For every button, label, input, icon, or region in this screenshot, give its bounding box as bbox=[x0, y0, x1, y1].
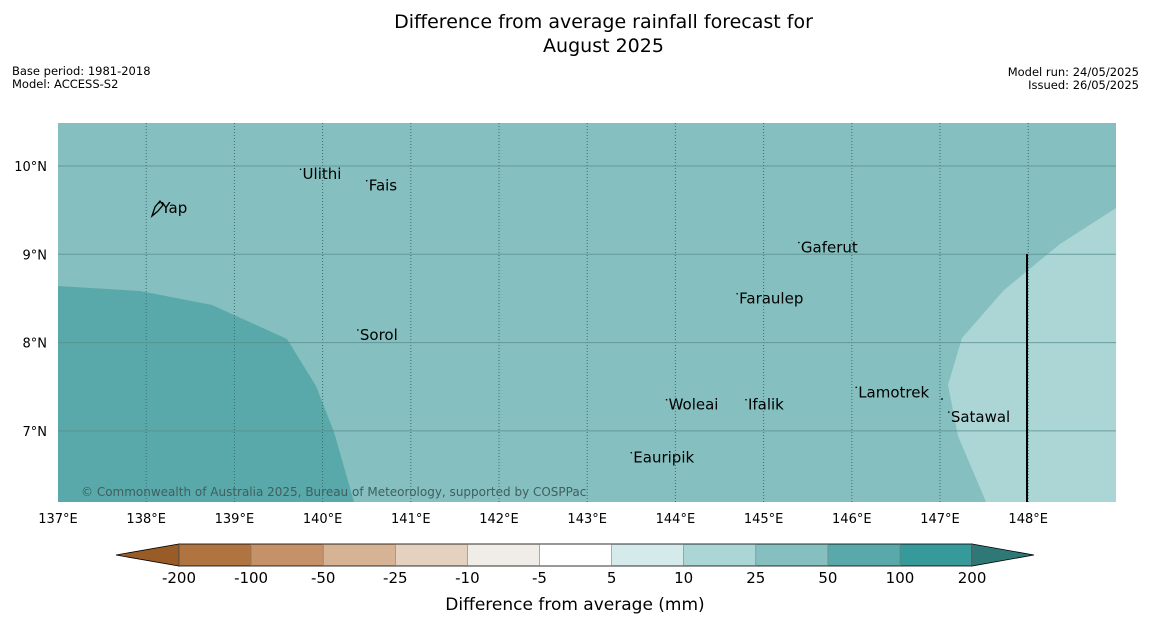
place-label: Fais bbox=[369, 177, 398, 195]
colorbar-segment bbox=[755, 544, 828, 566]
place-label: Faraulep bbox=[739, 290, 803, 308]
issued-text: Issued: 26/05/2025 bbox=[1028, 78, 1139, 92]
colorbar-segment bbox=[827, 544, 900, 566]
colorbar-tick-label: 5 bbox=[607, 569, 617, 587]
lon-tick-label: 144°E bbox=[656, 512, 696, 527]
place-marker bbox=[855, 386, 858, 389]
colorbar-segment bbox=[395, 544, 468, 566]
place-label: Ulithi bbox=[303, 165, 342, 183]
axis-labels: 137°E 138°E 139°E 140°E 141°E 142°E 143°E 144°E… bbox=[14, 160, 1048, 527]
base-period-text: Base period: 1981-2018 bbox=[12, 64, 151, 78]
place-marker bbox=[798, 241, 800, 244]
place-marker bbox=[158, 201, 161, 204]
lon-tick-label: 140°E bbox=[303, 512, 343, 527]
place-marker bbox=[299, 168, 302, 171]
place-label: Lamotrek bbox=[858, 383, 929, 401]
place-marker bbox=[630, 451, 633, 454]
lon-tick-label: 137°E bbox=[38, 512, 78, 527]
lat-tick-label: 10°N bbox=[14, 160, 47, 175]
run-info: Model run: 24/05/2025 Issued: 26/05/2025 bbox=[1008, 66, 1139, 92]
colorbar-segment bbox=[323, 544, 396, 566]
model-run-text: Model run: 24/05/2025 bbox=[1007, 65, 1139, 79]
place-marker bbox=[365, 179, 368, 182]
colorbar-segment bbox=[611, 544, 684, 566]
colorbar-tick-label: 100 bbox=[886, 569, 915, 587]
colorbar-segment bbox=[900, 544, 973, 566]
place-marker bbox=[948, 411, 950, 413]
colorbar-tick-label: -10 bbox=[455, 569, 480, 587]
copyright-text: © Commonwealth of Australia 2025, Bureau… bbox=[81, 485, 586, 499]
lon-tick-label: 148°E bbox=[1008, 512, 1048, 527]
colorbar-tick-label: 200 bbox=[958, 569, 987, 587]
place-label: Sorol bbox=[360, 326, 398, 344]
model-text: Model: ACCESS-S2 bbox=[12, 77, 119, 91]
yap-island-outline bbox=[150, 199, 164, 218]
colorbar-segment bbox=[467, 544, 540, 566]
lon-tick-label: 147°E bbox=[920, 512, 960, 527]
colorbar-tick-label: 50 bbox=[818, 569, 837, 587]
colorbar-tick-label: -50 bbox=[311, 569, 336, 587]
colorbar-tick-label: -200 bbox=[162, 569, 196, 587]
colorbar-segment bbox=[251, 544, 324, 566]
title-line-2: August 2025 bbox=[543, 35, 664, 57]
islet-dot bbox=[941, 398, 943, 400]
place-labels: Ulithi Fais Yap Gaferut Faraulep Sorol Lamotre… bbox=[158, 165, 1010, 467]
place-marker bbox=[357, 329, 359, 331]
title-line-1: Difference from average rainfall forecas… bbox=[394, 11, 813, 33]
lon-tick-label: 145°E bbox=[744, 512, 784, 527]
place-marker bbox=[745, 398, 747, 401]
base-info: Base period: 1981-2018 Model: ACCESS-S2 bbox=[12, 65, 151, 91]
lon-tick-label: 142°E bbox=[479, 512, 519, 527]
lat-tick-label: 9°N bbox=[23, 248, 48, 263]
place-label: Yap bbox=[160, 199, 187, 217]
colorbar-extend-high bbox=[971, 543, 1035, 567]
place-label: Eauripik bbox=[633, 449, 694, 467]
colorbar-segment bbox=[179, 544, 252, 566]
place-marker bbox=[665, 398, 668, 401]
lat-tick-label: 8°N bbox=[23, 337, 48, 352]
rainfall-band-10-25 bbox=[948, 208, 1116, 502]
lon-tick-label: 146°E bbox=[832, 512, 872, 527]
colorbar-title: Difference from average (mm) bbox=[445, 595, 704, 615]
colorbar-tick-label: 10 bbox=[674, 569, 693, 587]
lon-tick-label: 139°E bbox=[215, 512, 255, 527]
place-marker bbox=[736, 292, 738, 295]
colorbar-tick-label: -5 bbox=[532, 569, 547, 587]
colorbar-tick-label: -25 bbox=[383, 569, 408, 587]
colorbar-extend-low bbox=[115, 543, 180, 567]
colorbar: -200 -100 -50 -25 -10 -5 5 10 25 50 100 200 bbox=[115, 543, 1035, 587]
place-label: Woleai bbox=[669, 396, 719, 414]
lon-tick-label: 143°E bbox=[567, 512, 607, 527]
place-label: Satawal bbox=[951, 408, 1010, 426]
graticule bbox=[58, 123, 1116, 502]
colorbar-segment bbox=[539, 544, 612, 566]
colorbar-tick-label: 25 bbox=[746, 569, 765, 587]
colorbar-tick-label: -100 bbox=[234, 569, 268, 587]
lon-tick-label: 141°E bbox=[391, 512, 431, 527]
lat-tick-label: 7°N bbox=[23, 425, 48, 440]
lon-tick-label: 138°E bbox=[126, 512, 166, 527]
place-label: Gaferut bbox=[801, 239, 858, 257]
map-area: Ulithi Fais Yap Gaferut Faraulep Sorol Lamotre… bbox=[58, 123, 1116, 502]
rainfall-band-50-100 bbox=[58, 286, 354, 502]
colorbar-segment bbox=[683, 544, 756, 566]
place-label: Ifalik bbox=[748, 396, 784, 414]
map-title: Difference from average rainfall forecas… bbox=[0, 10, 1150, 58]
